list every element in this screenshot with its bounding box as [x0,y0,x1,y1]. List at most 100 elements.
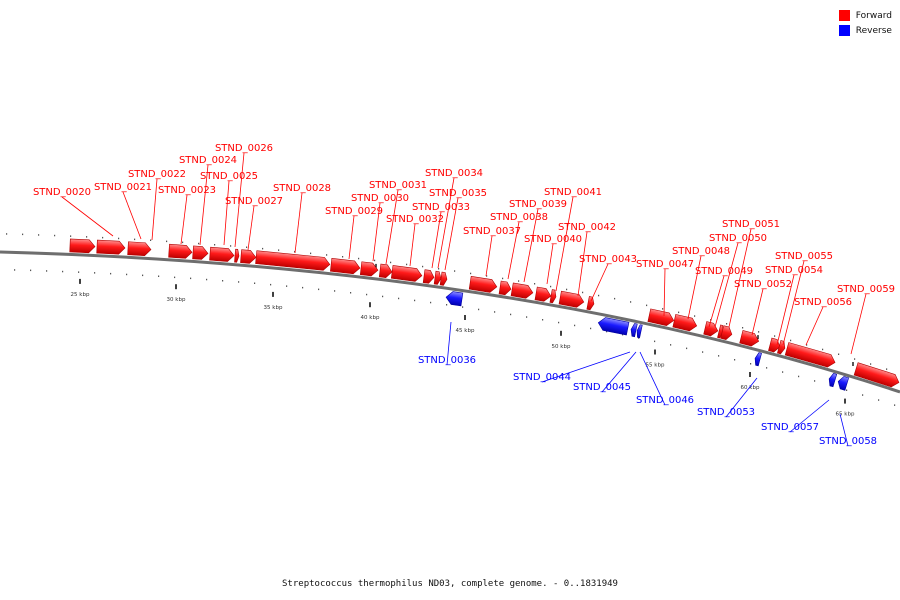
minor-tick [838,353,840,355]
gene-arrow-stnd-0039[interactable] [510,282,534,299]
minor-tick [374,259,376,262]
minor-tick [46,270,48,272]
minor-tick [582,291,584,294]
gene-arrow-stnd-0021[interactable] [96,239,126,255]
gene-arrow-stnd-0048[interactable] [672,314,698,332]
gene-arrow-stnd-0022[interactable] [127,241,152,257]
scale-tick-label: 55 kbp [646,363,665,369]
gene-label: STND_0054 [765,265,823,276]
gene-arrow-stnd-0033[interactable] [422,269,435,284]
gene-arrow-stnd-0031[interactable] [378,263,393,279]
gene-label: STND_0042 [558,222,616,233]
scale-tick [749,372,751,377]
gene-label: STND_0033 [412,202,470,213]
gene-arrow-stnd-0045[interactable] [630,323,638,338]
gene-label: STND_0047 [636,259,694,270]
minor-tick [78,271,80,273]
gene-arrow-stnd-0043[interactable] [586,296,595,311]
leader-line [431,211,442,269]
minor-tick [14,269,16,271]
minor-tick [254,282,256,284]
minor-tick [302,286,304,289]
scale-tick [79,278,81,284]
minor-tick [398,297,400,300]
minor-tick [350,292,352,294]
minor-tick [158,275,160,277]
scale-tick [464,315,466,320]
scale-tick [272,291,274,297]
minor-tick [854,358,856,360]
gene-features [69,238,900,391]
minor-tick [478,308,480,311]
gene-arrow-stnd-0047[interactable] [647,308,675,327]
scale-tick [757,335,759,340]
gene-label: STND_0041 [544,187,602,198]
minor-tick [630,301,632,303]
gene-arrow-stnd-0034[interactable] [433,270,442,285]
leader-line [776,274,795,346]
minor-tick [270,283,272,286]
minor-tick [806,344,808,346]
minor-tick [870,363,872,365]
gene-arrow-stnd-0023[interactable] [168,243,193,259]
gene-arrow-stnd-0038[interactable] [498,280,512,296]
gene-arrow-stnd-0040[interactable] [534,286,552,302]
leader-line [199,164,209,246]
minor-tick [310,252,312,255]
gene-label: STND_0045 [573,382,631,393]
gene-label: STND_0050 [709,233,767,244]
minor-tick [502,277,504,280]
minor-tick [598,294,600,297]
minor-tick [110,272,112,275]
gene-label: STND_0059 [837,284,895,295]
minor-tick [166,240,168,243]
gene-arrow-stnd-0049[interactable] [703,321,720,338]
minor-tick [726,323,728,325]
gene-arrow-stnd-0058[interactable] [836,375,850,391]
gene-arrow-stnd-0053[interactable] [753,352,762,367]
minor-tick [822,348,824,351]
minor-tick [198,242,200,245]
gene-label: STND_0040 [524,234,582,245]
gene-arrow-stnd-0030[interactable] [359,261,379,277]
minor-tick [382,295,384,298]
minor-tick [702,351,704,353]
leader-line [590,263,609,302]
gene-label: STND_0055 [775,251,833,262]
minor-tick [230,245,232,247]
gene-arrow-stnd-0036[interactable] [445,291,464,307]
leader-line [507,221,520,280]
gene-arrow-stnd-0027[interactable] [240,249,257,264]
minor-tick [846,389,848,391]
gene-arrow-stnd-0026[interactable] [234,248,240,263]
leader-line [601,351,637,393]
gene-arrow-stnd-0032[interactable] [390,265,423,282]
leader-line [541,351,631,383]
gene-arrow-stnd-0024[interactable] [192,245,209,260]
scale-tick-label: 30 kbp [167,297,186,303]
gene-arrow-stnd-0055[interactable] [777,340,786,355]
gene-arrow-stnd-0028[interactable] [255,250,331,271]
scale-tick-label: 50 kbp [552,344,571,350]
gene-arrow-stnd-0025[interactable] [209,246,235,262]
gene-arrow-stnd-0054[interactable] [768,337,781,353]
minor-tick [294,250,296,253]
gene-arrow-stnd-0046[interactable] [636,324,643,339]
minor-tick [262,247,264,250]
leader-line [446,321,452,366]
minor-tick [422,265,424,268]
gene-arrow-stnd-0020[interactable] [69,238,96,254]
gene-arrow-stnd-0057[interactable] [827,373,838,388]
gene-arrow-stnd-0037[interactable] [468,275,498,293]
gene-arrow-stnd-0041[interactable] [549,289,557,304]
gene-arrow-stnd-0042[interactable] [558,290,585,308]
gene-arrow-stnd-0035[interactable] [439,271,448,286]
gene-arrow-stnd-0044[interactable] [597,316,630,336]
gene-arrow-stnd-0059[interactable] [853,362,900,389]
leader-line [437,177,455,269]
gene-arrow-stnd-0051[interactable] [720,325,734,341]
gene-arrow-stnd-0056[interactable] [784,342,837,368]
gene-arrow-stnd-0029[interactable] [330,257,361,275]
minor-tick [470,272,472,275]
minor-tick [558,321,560,324]
